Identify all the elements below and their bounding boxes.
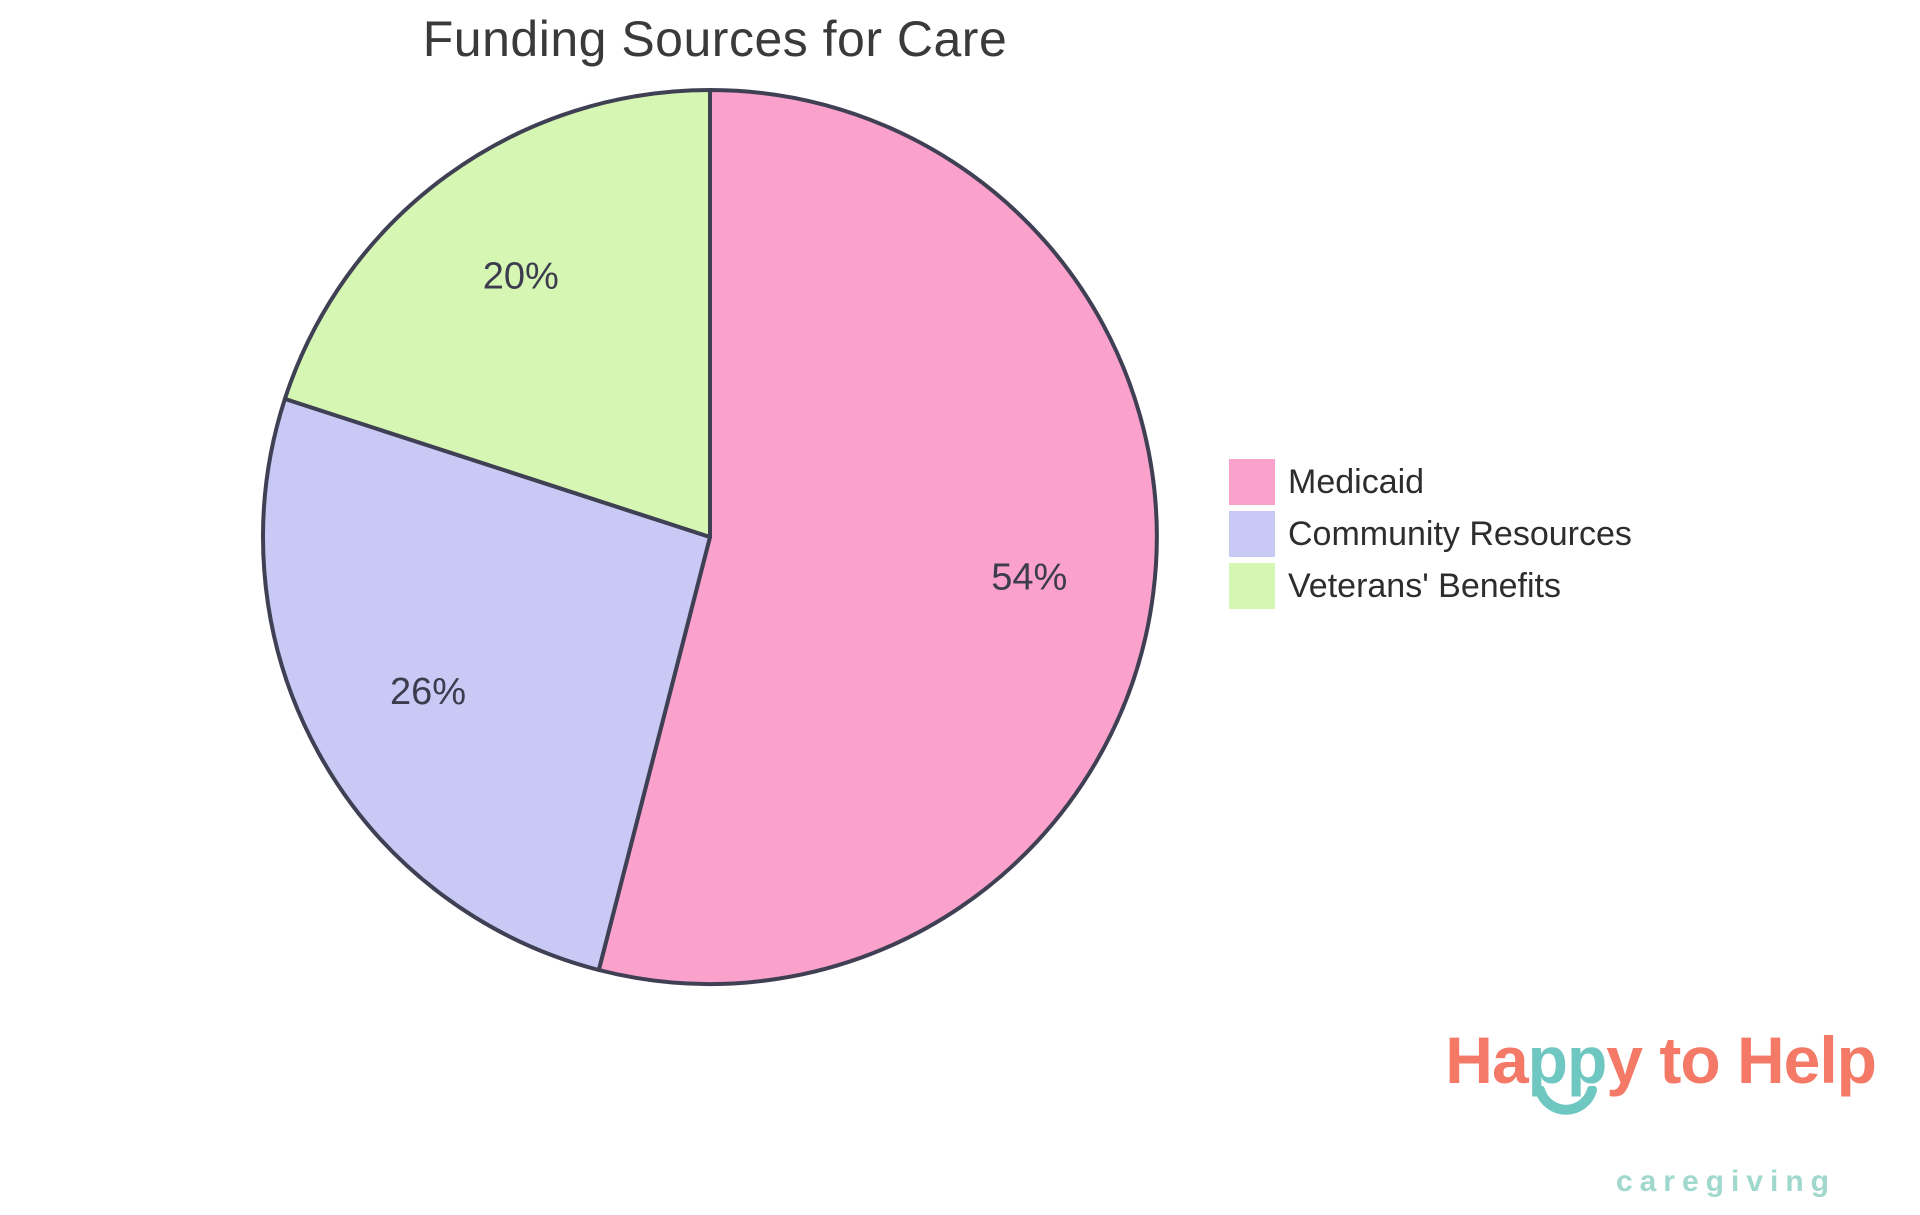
smile-icon xyxy=(1534,1086,1597,1116)
legend: Medicaid Community Resources Veterans' B… xyxy=(1229,459,1632,615)
brand-logo-text-ha: Ha xyxy=(1445,1023,1528,1098)
legend-label-veterans-benefits: Veterans' Benefits xyxy=(1288,566,1561,605)
brand-logo: Happ y to Help caregiving xyxy=(1376,957,1877,1199)
legend-item-medicaid: Medicaid xyxy=(1229,459,1632,505)
chart-title: Funding Sources for Care xyxy=(422,11,1008,67)
legend-item-veterans-benefits: Veterans' Benefits xyxy=(1229,563,1632,609)
legend-item-community-resources: Community Resources xyxy=(1229,511,1632,557)
brand-logo-tagline: caregiving xyxy=(1615,1165,1836,1198)
pie-slice-1 xyxy=(261,396,712,972)
brand-logo-text-pp: pp xyxy=(1527,1023,1608,1116)
pie-percent-label-2: 20% xyxy=(483,256,559,298)
legend-label-medicaid: Medicaid xyxy=(1288,462,1425,501)
brand-logo-wordmark: Happ y to Help xyxy=(1376,957,1877,1165)
legend-swatch-veterans-benefits xyxy=(1229,563,1275,609)
pie-slice-2 xyxy=(282,88,712,539)
brand-logo-text-y-to-help: y to Help xyxy=(1606,1023,1877,1098)
pie-percent-label-0: 54% xyxy=(991,556,1067,598)
pie-slice-0 xyxy=(596,88,1159,986)
legend-swatch-community-resources xyxy=(1229,511,1275,557)
legend-swatch-medicaid xyxy=(1229,459,1275,505)
pie-percent-label-1: 26% xyxy=(390,671,466,713)
legend-label-community-resources: Community Resources xyxy=(1288,514,1632,553)
brand-logo-text-pp-glyphs: pp xyxy=(1527,1023,1608,1098)
